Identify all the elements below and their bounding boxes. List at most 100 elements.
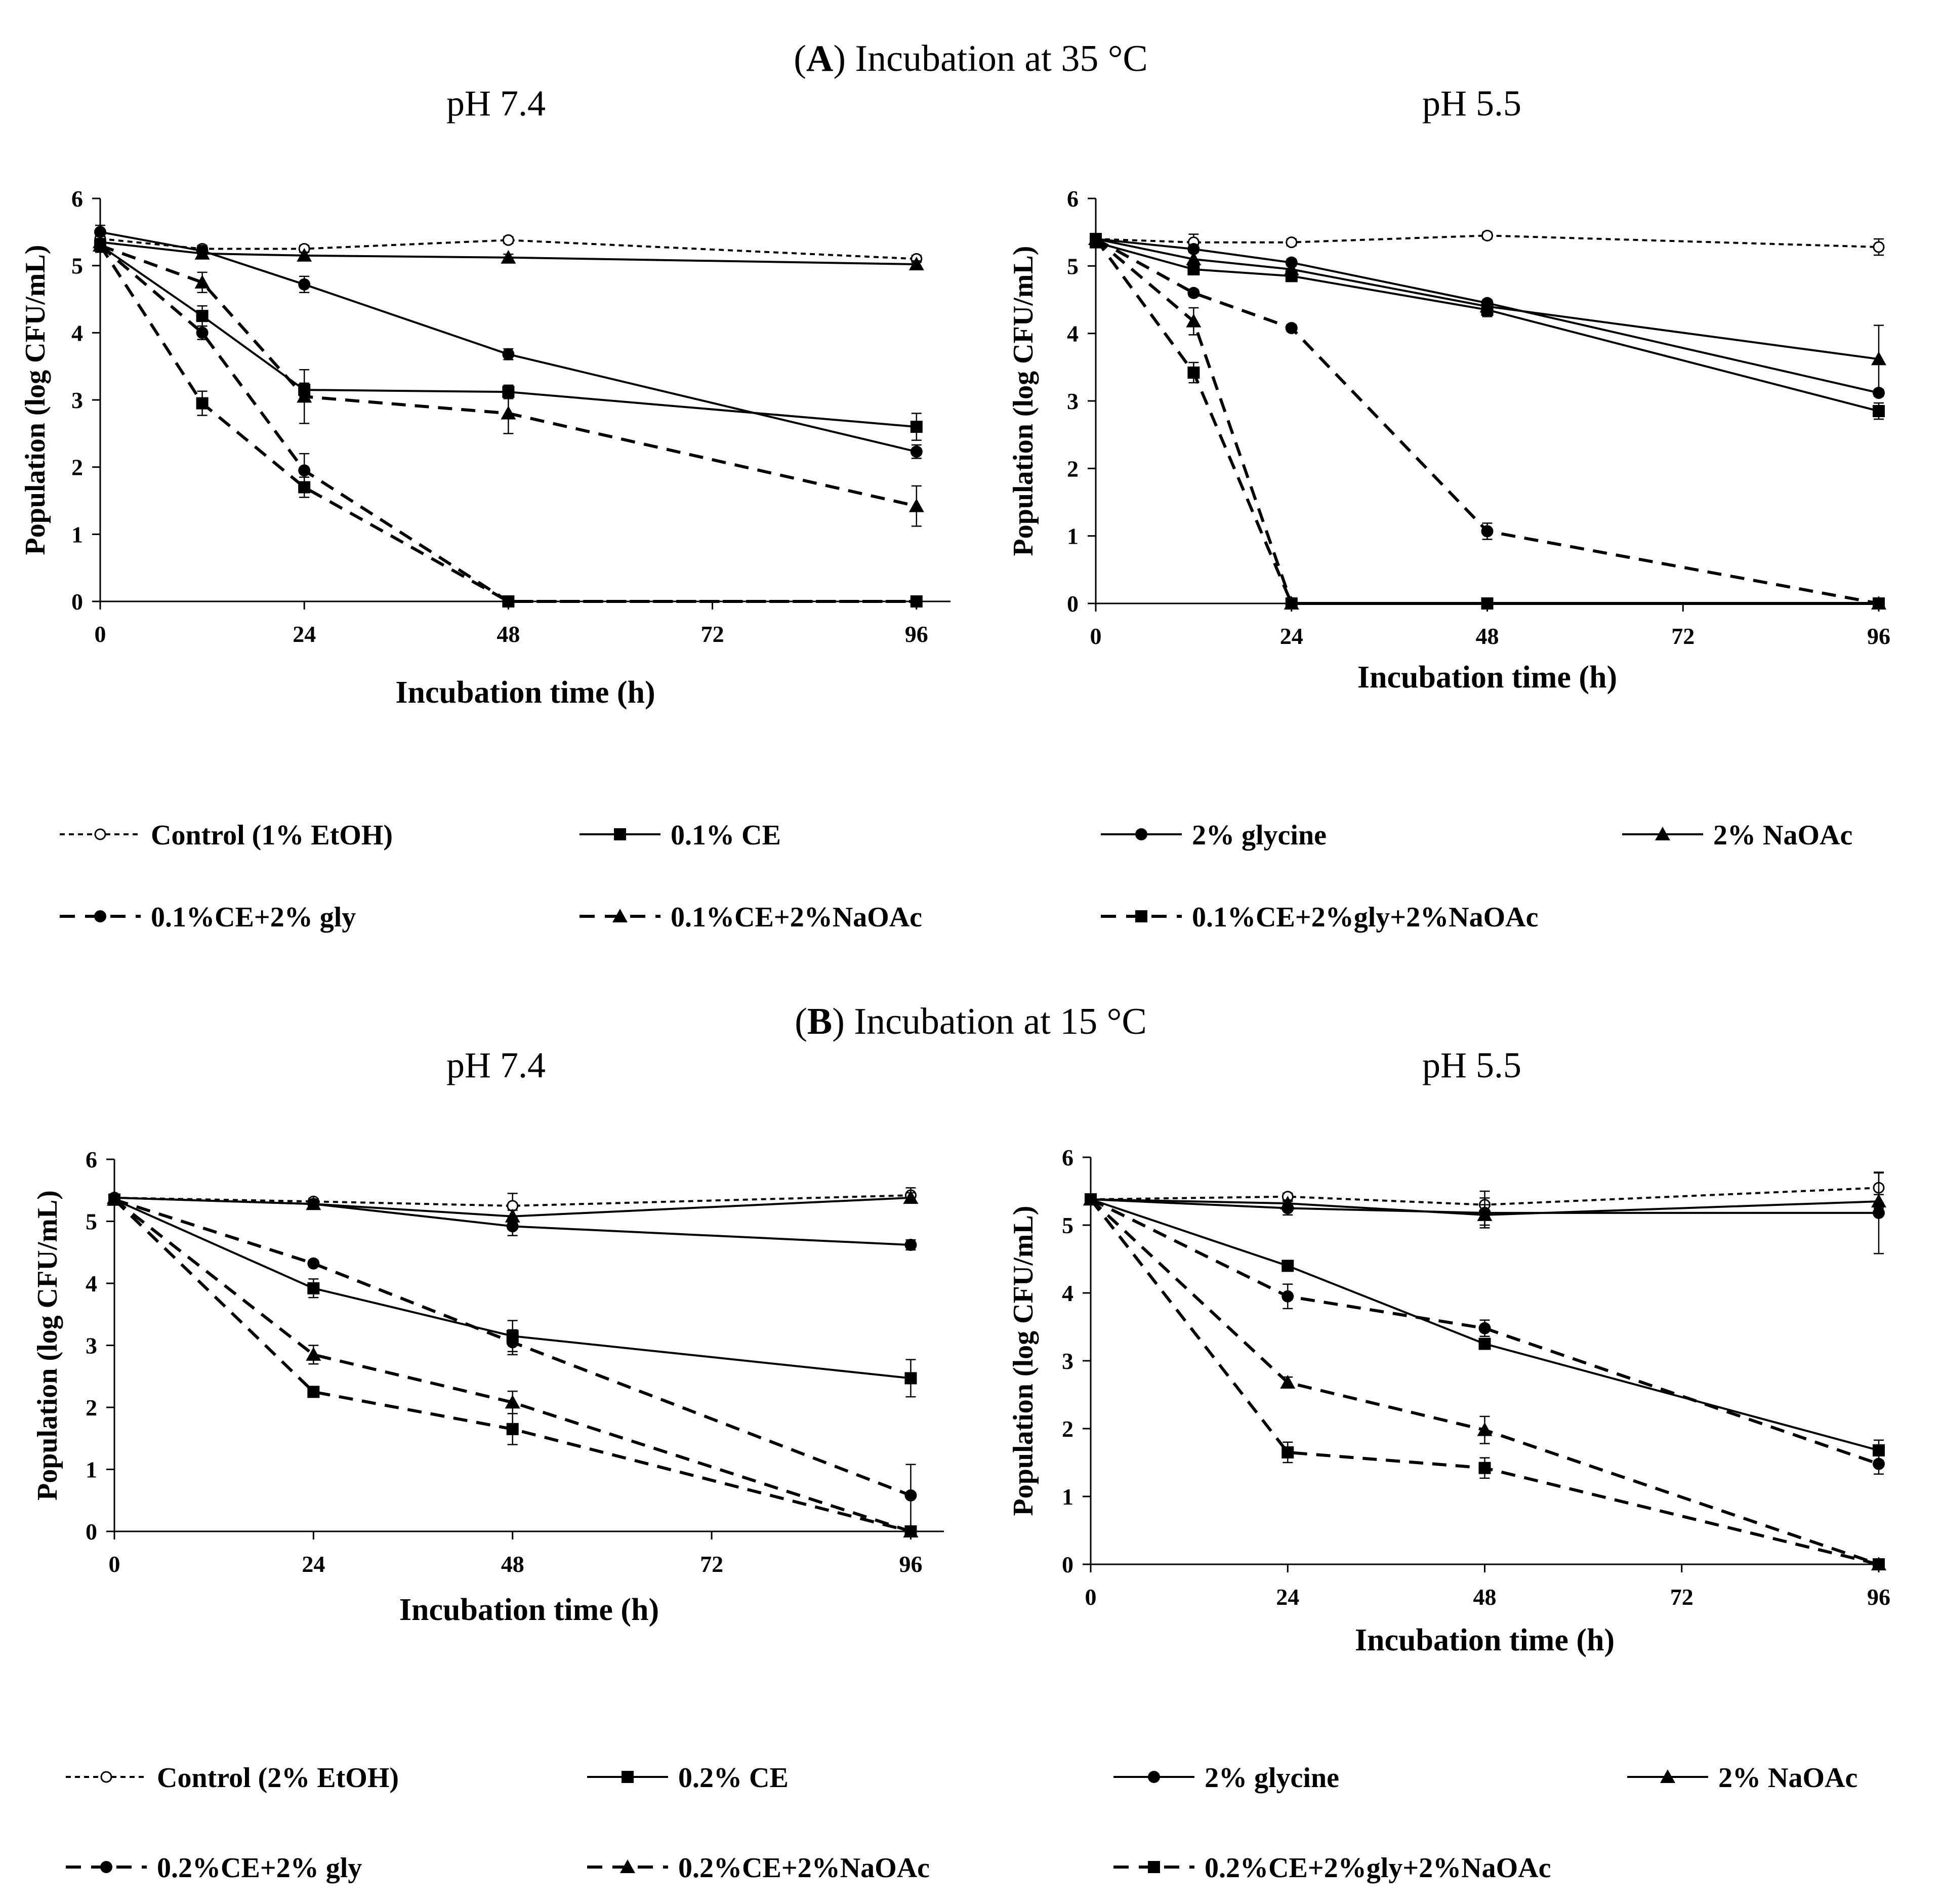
legend-section-b: Control (2% EtOH) 0.2% CE 2% glycine 2% NaO…	[66, 1762, 1857, 1884]
legend-label: Control (2% EtOH)	[157, 1762, 399, 1794]
data-point	[1477, 1207, 1493, 1221]
data-point	[307, 1282, 320, 1294]
legend-item-0-1-ce: 0.1% CE	[580, 820, 781, 851]
data-point	[501, 250, 516, 264]
data-point	[307, 1257, 320, 1270]
data-point	[1280, 1374, 1296, 1389]
data-point	[1187, 367, 1200, 379]
section-b-title-text: Incubation at 15 °C	[854, 1001, 1146, 1042]
legend-label: 2% NaOAc	[1718, 1762, 1857, 1794]
data-point	[1481, 229, 1493, 241]
y-tick-label: 1	[86, 1457, 97, 1483]
series-line	[1090, 1198, 1879, 1451]
data-point	[1282, 1446, 1294, 1459]
data-point	[1479, 299, 1495, 313]
legend-item-0-1-ce-2-naoac: 0.1%CE+2%NaOAc	[580, 902, 922, 933]
y-tick-label: 4	[1062, 1280, 1073, 1306]
data-point	[94, 239, 106, 252]
data-point	[196, 397, 209, 410]
series-line	[1090, 1187, 1879, 1206]
legend-item-2-glycine: 2% glycine	[1101, 820, 1327, 851]
series-0-1-ce-2-gly	[1090, 233, 1885, 610]
legend-label: 0.2%CE+2%NaOAc	[678, 1852, 930, 1884]
data-point	[1477, 1422, 1493, 1436]
y-axis-label: Population (log CFU/mL)	[20, 245, 51, 555]
y-tick-label: 5	[1062, 1212, 1073, 1238]
data-point	[505, 1208, 520, 1223]
legend-item-2-glycine: 2% glycine	[1113, 1762, 1339, 1794]
series-line	[113, 1198, 912, 1533]
series-line	[1090, 1198, 1879, 1214]
series-line	[113, 1198, 912, 1533]
data-point	[194, 246, 210, 260]
y-tick-label: 1	[1067, 523, 1079, 549]
data-point	[904, 1239, 917, 1251]
legend-item-2-naoac: 2% NaOAc	[1622, 820, 1852, 851]
chart-panel-b-ph55: pH 5.5 0 1 2 3 4 5 6 0 24 48 72 96 Incubation time (h…	[1008, 1045, 1890, 1657]
legend-marker	[612, 909, 628, 922]
x-tick-label: 72	[1671, 623, 1695, 649]
data-point	[1871, 1194, 1886, 1208]
y-tick-label: 0	[1067, 591, 1079, 617]
legend-marker	[1148, 1771, 1160, 1783]
data-point	[1481, 525, 1494, 538]
x-tick-label: 72	[701, 621, 724, 647]
data-point	[1481, 597, 1494, 610]
series-0-1-ce-2-naoac	[1088, 231, 1886, 610]
legend-marker	[622, 1771, 634, 1783]
x-tick-label: 0	[1085, 1584, 1097, 1610]
legend-marker	[620, 1859, 635, 1873]
legend-label: 2% glycine	[1192, 820, 1327, 851]
data-point	[1873, 405, 1885, 417]
y-tick-label: 2	[86, 1395, 97, 1421]
legend-label: 0.2%CE+2%gly+2%NaOAc	[1205, 1852, 1551, 1884]
y-tick-label: 6	[1067, 186, 1079, 212]
legend-marker	[94, 828, 106, 840]
y-tick-label: 3	[1062, 1348, 1073, 1374]
y-tick-label: 2	[71, 455, 83, 480]
legend-label: 0.1%CE+2%NaOAc	[671, 902, 922, 933]
series-line	[114, 1198, 911, 1380]
data-point	[1286, 236, 1298, 249]
y-tick-label: 2	[1062, 1416, 1073, 1442]
panel-subtitle: pH 5.5	[1422, 1045, 1521, 1085]
data-point	[908, 498, 924, 512]
data-point	[1285, 322, 1298, 334]
section-a-letter: A	[806, 38, 833, 79]
series-0-2-ce-2-gly	[108, 1193, 917, 1527]
x-axis-label: Incubation time (h)	[1357, 660, 1617, 695]
legend-marker	[1135, 828, 1147, 840]
series-line	[99, 245, 917, 603]
y-tick-label: 5	[86, 1209, 97, 1235]
data-point	[502, 348, 515, 360]
x-tick-label: 0	[1090, 623, 1102, 649]
series-0-2-ce-2-naoac	[107, 1192, 919, 1537]
panel-subtitle: pH 7.4	[446, 83, 546, 124]
x-tick-label: 24	[293, 621, 316, 647]
chart-panel-b-ph74: pH 7.4 0 1 2 3 4 5 6 0 24 48 72 96 Incubation time (h…	[32, 1045, 944, 1627]
y-tick-label: 0	[86, 1519, 97, 1545]
series-line	[114, 1198, 912, 1497]
data-point	[904, 1489, 917, 1502]
data-point	[196, 327, 209, 339]
data-point	[1284, 262, 1299, 275]
section-b-title: (B) Incubation at 15 °C	[795, 1001, 1146, 1042]
x-axis-label: Incubation time (h)	[399, 1593, 659, 1627]
chart-panel-a-ph74: pH 7.4 0 1 2 3 4 5 6 0 24 48 72 96 Incubation time (h…	[20, 83, 951, 710]
y-tick-label: 5	[71, 253, 83, 279]
data-point	[94, 226, 106, 238]
series-line	[1095, 241, 1879, 412]
legend-item-0-2-ce-2-gly: 0.2%CE+2% gly	[66, 1852, 362, 1884]
data-point	[506, 1336, 519, 1349]
series-line	[1089, 1198, 1879, 1566]
legend-label: 0.1%CE+2% gly	[151, 902, 356, 933]
legend-marker	[1655, 827, 1670, 840]
legend-item-0-1-ce-2-gly-2-naoac: 0.1%CE+2%gly+2%NaOAc	[1101, 902, 1538, 933]
y-tick-label: 6	[1062, 1145, 1073, 1170]
series-0-1-ce-2-gly-2-naoac	[94, 238, 923, 607]
data-point	[1871, 351, 1886, 366]
data-point	[502, 234, 514, 246]
data-point	[1873, 1457, 1885, 1470]
data-point	[502, 595, 515, 607]
